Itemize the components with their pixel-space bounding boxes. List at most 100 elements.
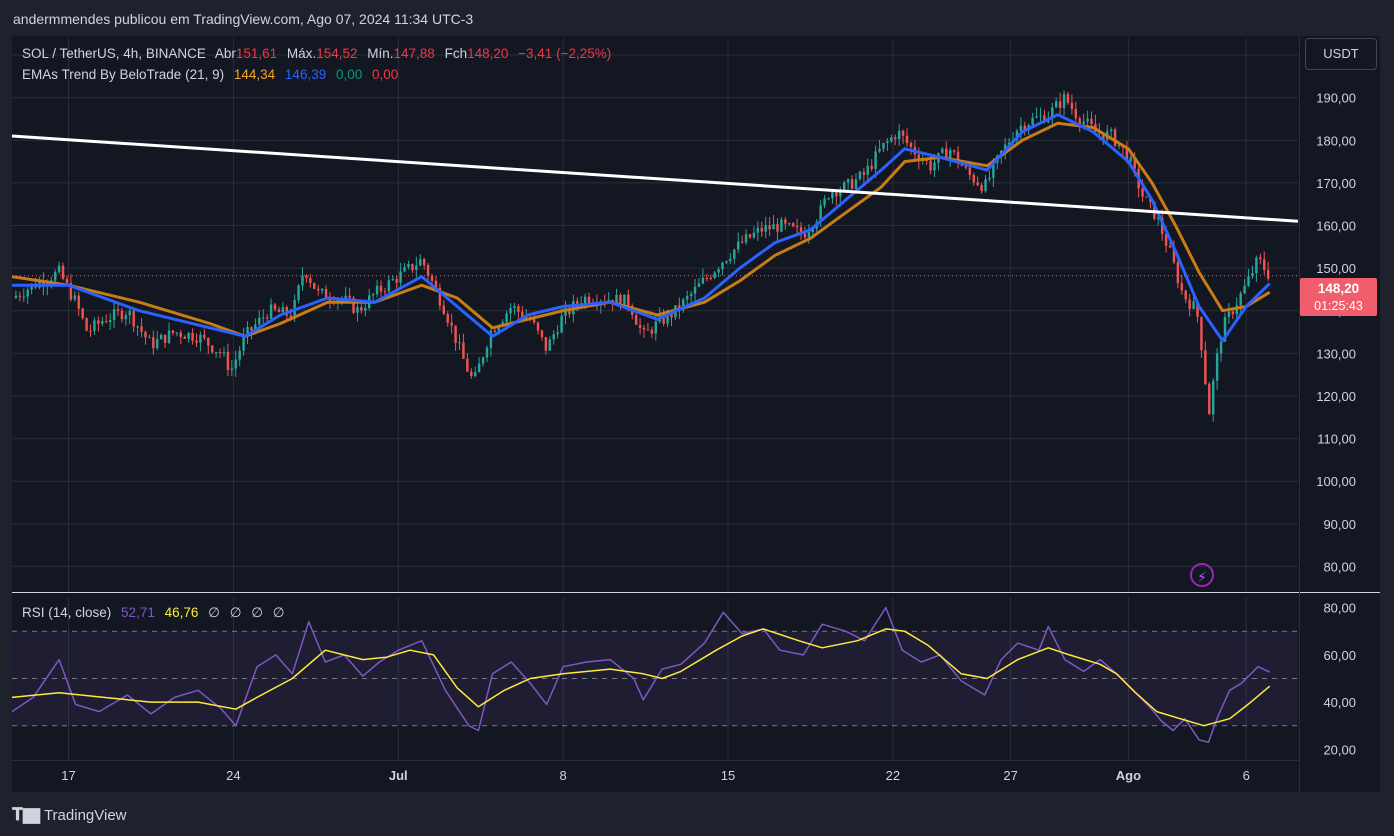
candle-body	[952, 150, 956, 152]
candle-body	[666, 312, 669, 324]
candle-body	[682, 299, 685, 310]
candle-body	[1086, 118, 1089, 122]
candle-body	[85, 318, 88, 331]
candle-body	[517, 306, 520, 312]
candle-body	[207, 337, 210, 346]
candle-body	[387, 280, 391, 292]
candle-body	[191, 332, 194, 341]
candle-body	[1066, 94, 1070, 103]
ema-line-slow	[11, 121, 1271, 338]
candle-body	[1153, 201, 1156, 219]
candle-body	[1247, 276, 1250, 286]
candle-body	[1141, 188, 1144, 197]
price-tick-label: 80,00	[1323, 559, 1356, 574]
rsi-na-1: ∅	[208, 605, 220, 620]
candle-body	[646, 329, 650, 331]
rsi-legend[interactable]: RSI (14, close) 52,71 46,76 ∅ ∅ ∅ ∅	[22, 605, 291, 621]
time-tick-label: 27	[1003, 768, 1017, 783]
candle-body	[144, 331, 147, 338]
candle-body	[1196, 301, 1199, 317]
candle-body	[246, 327, 249, 337]
candle-body	[254, 324, 257, 331]
candle-body	[1125, 147, 1129, 162]
candle-body	[446, 314, 449, 323]
ema-legend[interactable]: EMAs Trend By BeloTrade (21, 9) 144,34 1…	[22, 67, 404, 82]
candle-body	[1235, 305, 1238, 315]
candle-body	[925, 160, 928, 162]
candle-body	[984, 179, 987, 192]
candle-body	[901, 130, 905, 136]
candle-body	[615, 294, 618, 305]
price-tick-label: 150,00	[1316, 261, 1356, 276]
candle-body	[344, 295, 347, 299]
candle-body	[112, 309, 116, 321]
lightning-icon[interactable]: ⚡︎	[1190, 563, 1214, 587]
candle-body	[328, 298, 332, 301]
candle-body	[662, 315, 665, 324]
rsi-na-3: ∅	[251, 605, 263, 620]
candle-body	[795, 226, 799, 228]
candle-body	[870, 165, 873, 169]
candle-body	[1019, 125, 1023, 131]
candle-body	[481, 357, 485, 364]
change-value: −3,41 (−2,25%)	[518, 46, 612, 61]
candle-body	[497, 326, 500, 332]
candle-body	[136, 326, 139, 328]
candle-body	[301, 275, 304, 286]
candle-body	[772, 224, 775, 230]
candle-body	[371, 294, 375, 296]
currency-unit-button[interactable]: USDT	[1305, 38, 1377, 70]
candle-body	[399, 271, 402, 283]
candle-body	[988, 177, 991, 180]
candle-body	[607, 299, 610, 302]
rsi-ma-value: 46,76	[164, 605, 199, 620]
candle-body	[839, 190, 842, 197]
candle-body	[670, 312, 673, 318]
candle-body	[725, 261, 728, 263]
symbol-legend[interactable]: SOL / TetherUS, 4h, BINANCE Abr151,61 Má…	[22, 46, 617, 61]
candle-body	[214, 352, 218, 354]
trendline-group[interactable]	[11, 134, 1299, 223]
candle-body	[140, 326, 143, 332]
candle-body	[1200, 316, 1203, 351]
candle-body	[823, 198, 826, 206]
candle-body	[473, 372, 477, 377]
rsi-tick-label: 40,00	[1323, 695, 1356, 710]
candle-body	[422, 259, 426, 266]
last-price-value: 148,20	[1317, 281, 1360, 296]
candle-body	[383, 291, 387, 293]
candle-body	[619, 294, 622, 308]
rsi-tick-label: 80,00	[1323, 601, 1356, 616]
chart-panel[interactable]	[12, 36, 1380, 792]
symbol-title[interactable]: SOL / TetherUS, 4h, BINANCE	[22, 46, 206, 61]
top-bar: andermmendes publicou em TradingView.com…	[0, 0, 1394, 36]
open-value: 151,61	[235, 46, 278, 61]
candle-body	[760, 227, 763, 232]
candle-body	[752, 232, 756, 238]
candle-body	[638, 324, 642, 328]
price-tick-label: 100,00	[1316, 474, 1356, 489]
candle-body	[948, 150, 952, 159]
candle-body	[929, 160, 932, 171]
footer-brand[interactable]: 𝐓▇ TradingView	[12, 805, 127, 825]
candle-body	[976, 182, 979, 185]
price-tick-label: 170,00	[1316, 176, 1356, 191]
candle-body	[442, 305, 446, 315]
candle-body	[980, 184, 983, 192]
candle-body	[701, 277, 705, 284]
candle-body	[360, 307, 363, 311]
candle-body	[587, 296, 591, 304]
candle-body	[69, 282, 73, 300]
ema-indicator-name[interactable]: EMAs Trend By BeloTrade (21, 9)	[22, 67, 225, 82]
candle-body	[1090, 118, 1093, 125]
candle-body	[281, 307, 285, 313]
candle-body	[1117, 145, 1121, 147]
candle-body	[1031, 117, 1034, 126]
candle-body	[1082, 121, 1085, 125]
candle-body	[57, 265, 61, 272]
brand-name: TradingView	[43, 807, 127, 824]
candle-body	[419, 259, 422, 266]
candle-body	[941, 148, 944, 153]
rsi-indicator-name[interactable]: RSI (14, close)	[22, 605, 112, 620]
